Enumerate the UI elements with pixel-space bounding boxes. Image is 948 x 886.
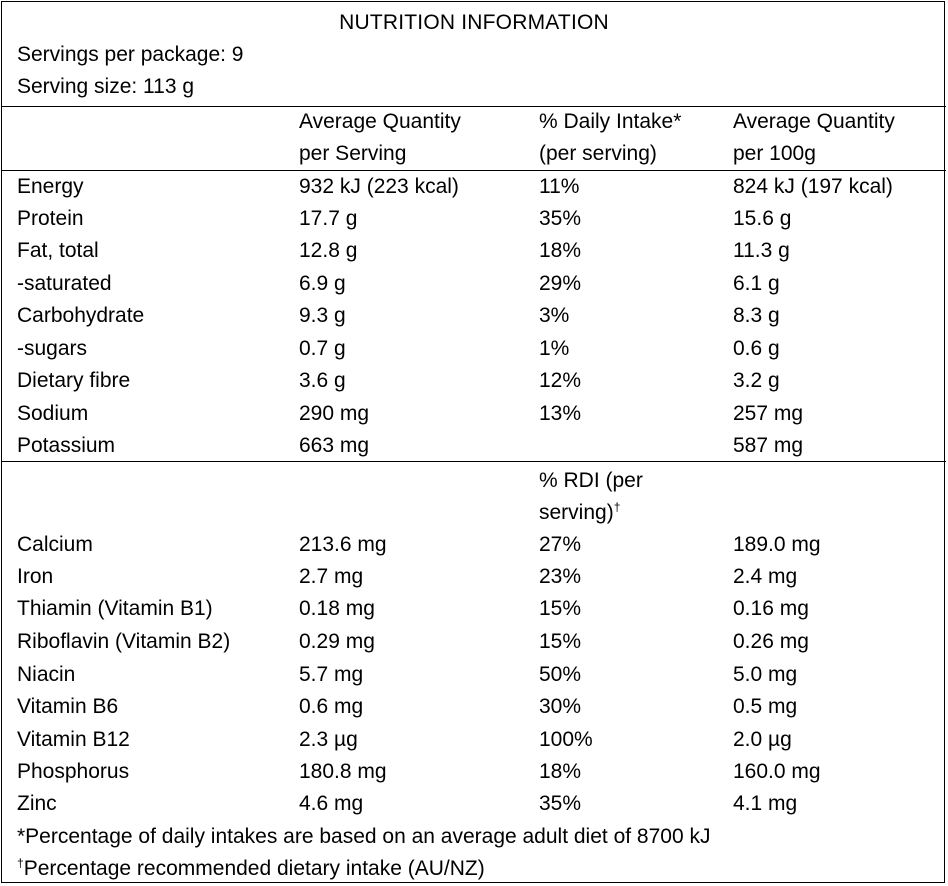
- header-rdi-line1: % RDI (per: [539, 469, 643, 492]
- row-per-100g: 5.0 mg: [733, 663, 798, 686]
- row-per-100g: 15.6 g: [733, 207, 792, 230]
- row-name: -sugars: [17, 337, 88, 360]
- footnote-rdi-dagger: †: [17, 856, 24, 870]
- row-rdi: 15%: [539, 630, 582, 653]
- row-daily-intake: 18%: [539, 239, 582, 262]
- row-per-serving: 17.7 g: [299, 207, 358, 230]
- row-per-serving: 0.6 mg: [299, 695, 364, 718]
- row-per-serving: 0.18 mg: [299, 597, 375, 620]
- header-avg-100g-line2: per 100g: [733, 142, 816, 165]
- row-per-serving: 9.3 g: [299, 304, 346, 327]
- row-name: Energy: [17, 175, 84, 198]
- row-per-100g: 2.0 µg: [733, 728, 792, 751]
- row-rdi: 27%: [539, 533, 582, 556]
- row-per-100g: 160.0 mg: [733, 760, 821, 783]
- row-per-100g: 0.5 mg: [733, 695, 798, 718]
- header-avg-100g-line1: Average Quantity: [733, 110, 895, 133]
- row-per-100g: 0.6 g: [733, 337, 780, 360]
- row-name: Potassium: [17, 434, 116, 457]
- row-rdi: 23%: [539, 565, 582, 588]
- row-rdi: 15%: [539, 597, 582, 620]
- row-daily-intake: 12%: [539, 369, 582, 392]
- divider-macro-top: [2, 170, 946, 171]
- row-per-100g: 257 mg: [733, 402, 804, 425]
- serving-size: Serving size: 113 g: [17, 75, 195, 98]
- row-daily-intake: 29%: [539, 272, 582, 295]
- row-per-100g: 4.1 mg: [733, 792, 798, 815]
- divider-micro-top: [2, 461, 946, 462]
- row-per-100g: 11.3 g: [733, 239, 790, 262]
- header-rdi-dagger: †: [613, 500, 621, 514]
- row-per-serving: 2.3 µg: [299, 728, 358, 751]
- header-avg-serving-line1: Average Quantity: [299, 110, 461, 133]
- row-per-100g: 3.2 g: [733, 369, 780, 392]
- header-avg-serving-line2: per Serving: [299, 142, 407, 165]
- row-daily-intake: 1%: [539, 337, 570, 360]
- row-name: Calcium: [17, 533, 93, 556]
- row-per-serving: 290 mg: [299, 402, 370, 425]
- row-per-serving: 4.6 mg: [299, 792, 364, 815]
- row-per-serving: 2.7 mg: [299, 565, 364, 588]
- row-per-100g: 0.16 mg: [733, 597, 809, 620]
- row-daily-intake: 11%: [539, 175, 580, 198]
- row-name: Phosphorus: [17, 760, 130, 783]
- row-name: -saturated: [17, 272, 112, 295]
- row-name: Fat, total: [17, 239, 99, 262]
- row-per-100g: 587 mg: [733, 434, 804, 457]
- row-per-100g: 824 kJ (197 kcal): [733, 175, 893, 198]
- row-name: Riboflavin (Vitamin B2): [17, 630, 231, 653]
- row-per-serving: 3.6 g: [299, 369, 346, 392]
- row-name: Vitamin B6: [17, 695, 119, 718]
- row-per-serving: 6.9 g: [299, 272, 346, 295]
- footnote-rdi-text: Percentage recommended dietary intake (A…: [23, 857, 485, 880]
- row-per-serving: 12.8 g: [299, 239, 358, 262]
- row-per-100g: 0.26 mg: [733, 630, 809, 653]
- row-name: Iron: [17, 565, 54, 588]
- row-per-serving: 213.6 mg: [299, 533, 387, 556]
- row-name: Protein: [17, 207, 84, 230]
- row-daily-intake: 3%: [539, 304, 570, 327]
- header-rdi-text: serving): [539, 501, 614, 524]
- row-name: Niacin: [17, 663, 76, 686]
- row-per-serving: 0.7 g: [299, 337, 346, 360]
- row-rdi: 18%: [539, 760, 582, 783]
- row-rdi: 30%: [539, 695, 582, 718]
- header-daily-intake-line1: % Daily Intake*: [539, 110, 682, 133]
- row-daily-intake: 13%: [539, 402, 582, 425]
- row-name: Sodium: [17, 402, 89, 425]
- row-name: Zinc: [17, 792, 57, 815]
- row-name: Thiamin (Vitamin B1): [17, 597, 213, 620]
- row-daily-intake: 35%: [539, 207, 582, 230]
- row-per-serving: 0.29 mg: [299, 630, 375, 653]
- row-per-serving: 932 kJ (223 kcal): [299, 175, 459, 198]
- divider-header: [2, 106, 946, 107]
- header-daily-intake-line2: (per serving): [539, 142, 657, 165]
- row-per-100g: 8.3 g: [733, 304, 780, 327]
- row-per-serving: 5.7 mg: [299, 663, 364, 686]
- row-per-100g: 2.4 mg: [733, 565, 798, 588]
- row-rdi: 100%: [539, 728, 593, 751]
- panel-title: NUTRITION INFORMATION: [339, 11, 609, 34]
- row-name: Carbohydrate: [17, 304, 145, 327]
- row-rdi: 35%: [539, 792, 582, 815]
- servings-per-package: Servings per package: 9: [17, 43, 244, 66]
- header-rdi-line2: serving)†: [539, 500, 724, 526]
- row-per-100g: 189.0 mg: [733, 533, 821, 556]
- footnote-daily-intake: *Percentage of daily intakes are based o…: [17, 825, 711, 848]
- row-per-serving: 180.8 mg: [299, 760, 387, 783]
- row-per-serving: 663 mg: [299, 434, 370, 457]
- footnote-rdi: †Percentage recommended dietary intake (…: [17, 856, 485, 882]
- row-rdi: 50%: [539, 663, 582, 686]
- row-name: Dietary fibre: [17, 369, 131, 392]
- row-per-100g: 6.1 g: [733, 272, 780, 295]
- row-name: Vitamin B12: [17, 728, 130, 751]
